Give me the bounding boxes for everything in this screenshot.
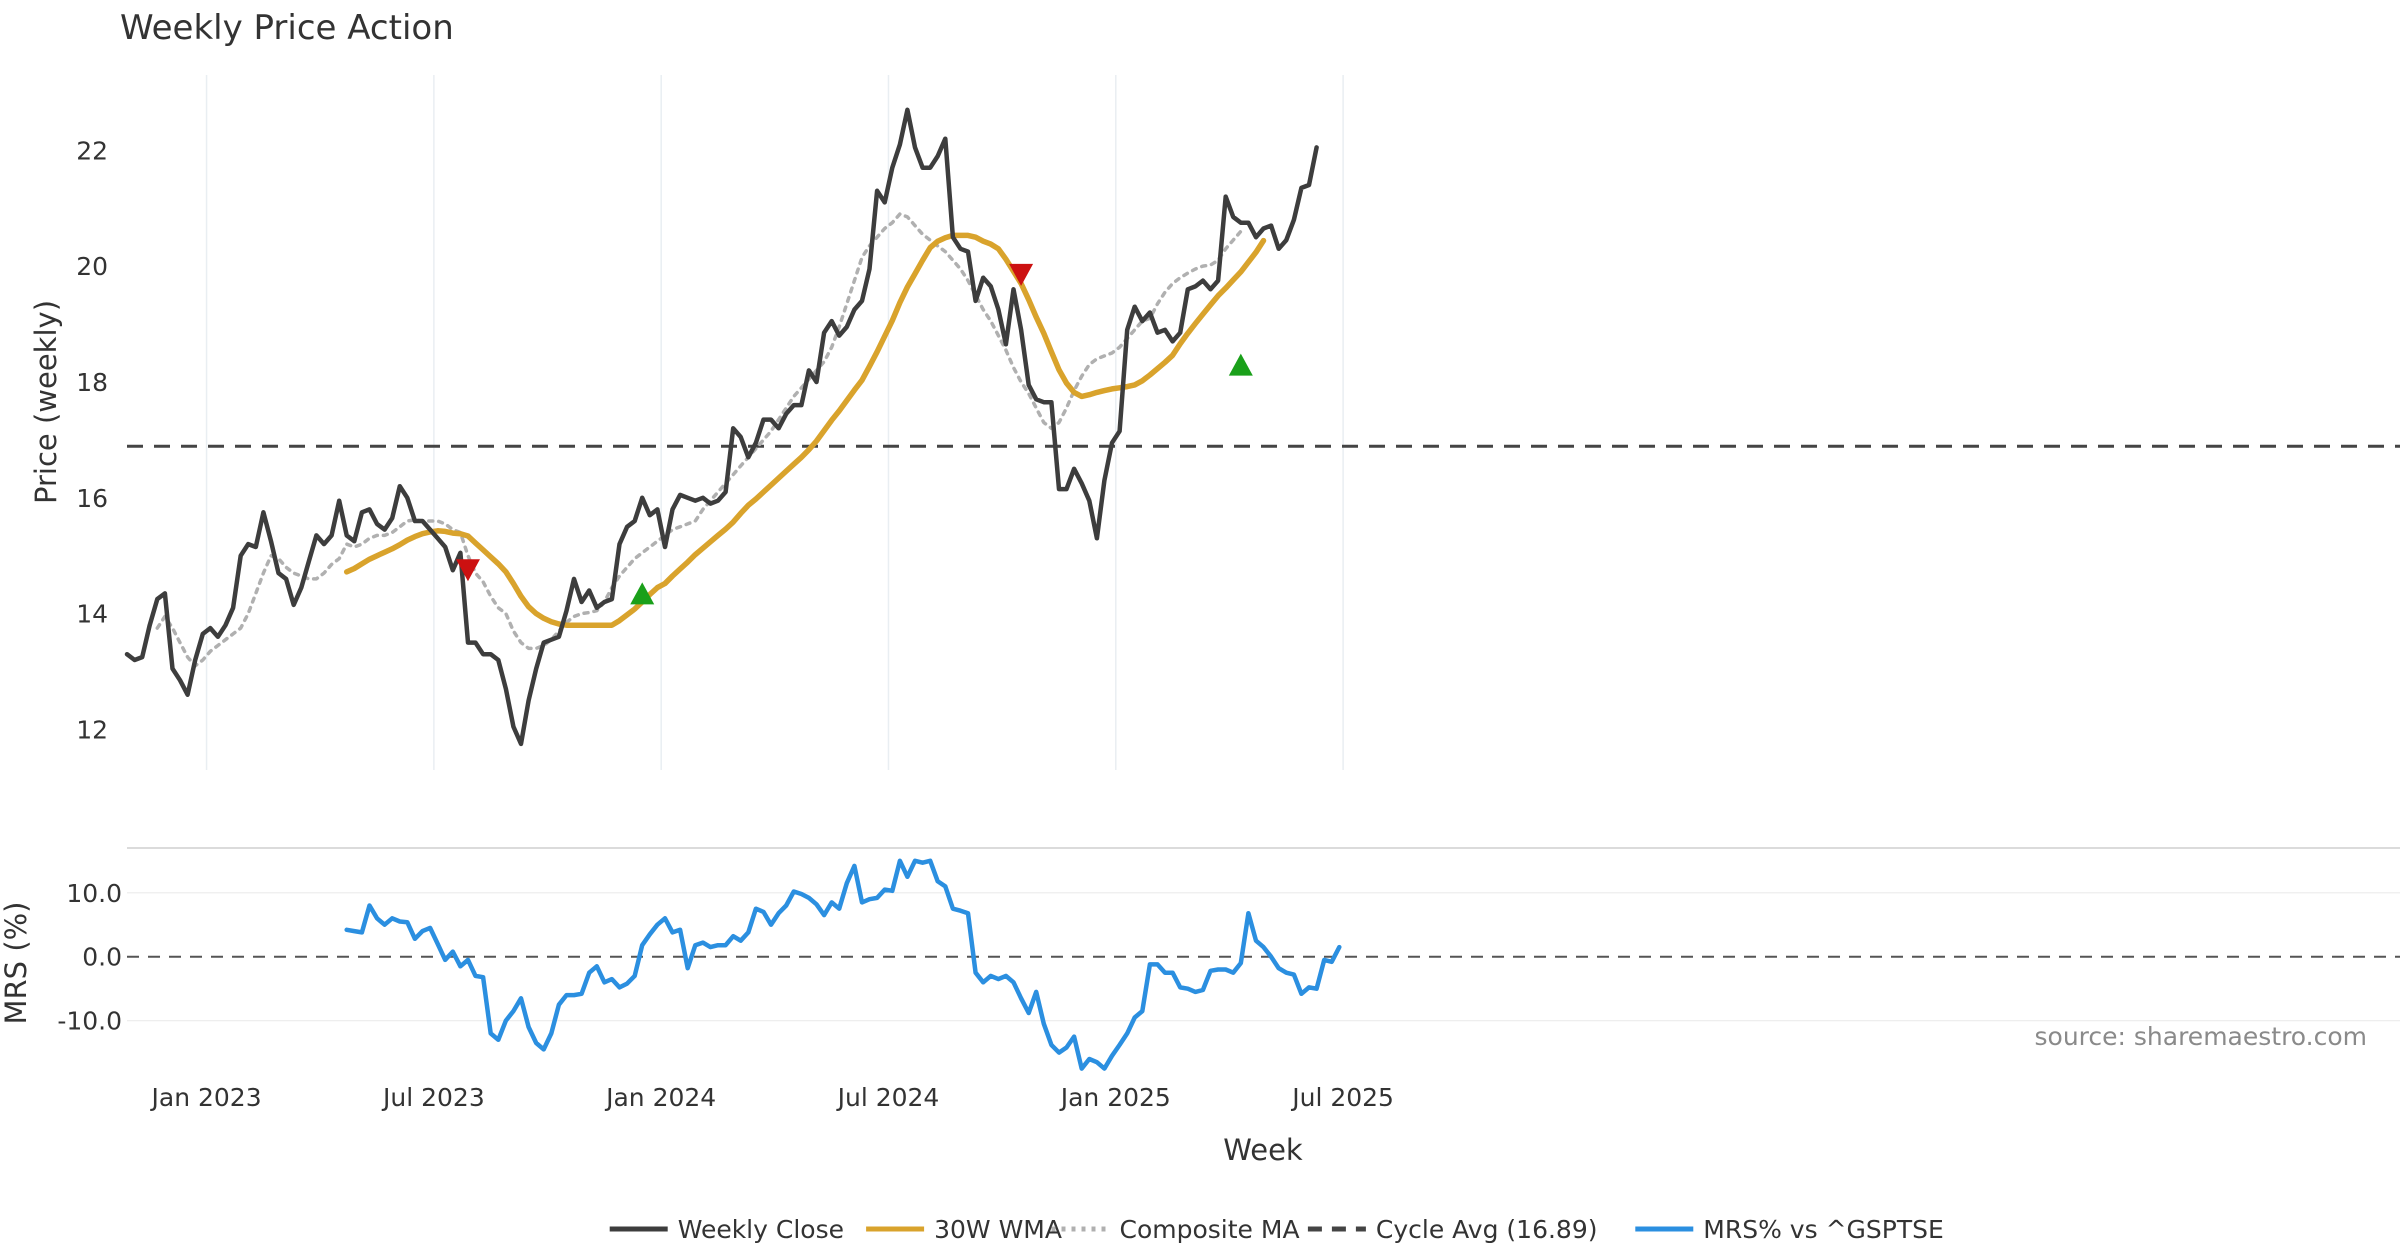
legend: Weekly Close 30W WMA Composite MA Cycle Avg…	[609, 1215, 1944, 1244]
legend-label-30w-wma: 30W WMA	[934, 1215, 1062, 1244]
x-tick-jul-2025: Jul 2025	[1290, 1083, 1394, 1112]
series-composite-ma	[155, 212, 1243, 668]
source-label: source: sharemaestro.com	[2035, 1022, 2368, 1051]
legend-label-composite-ma: Composite MA	[1120, 1215, 1300, 1244]
chart-title: Weekly Price Action	[120, 8, 454, 48]
mrs-panel: 10.0 0.0 -10.0	[57, 847, 2400, 1071]
buy-signal-marker-3	[1228, 353, 1253, 376]
x-tick-jan-2024: Jan 2024	[604, 1083, 716, 1112]
x-tick-jul-2024: Jul 2024	[836, 1083, 940, 1112]
price-y-tick-22: 22	[76, 136, 108, 165]
signal-markers-group	[455, 263, 1253, 605]
mrs-y-tick-10-0: -10.0	[57, 1007, 122, 1036]
price-y-ticks: 12 14 16 18 20 22	[76, 136, 108, 744]
series-mrs-vs-gsptse	[344, 858, 1342, 1071]
mrs-y-axis-label: MRS (%)	[0, 902, 33, 1025]
price-y-axis-label: Price (weekly)	[29, 300, 63, 504]
legend-label-cycle-avg-16-89: Cycle Avg (16.89)	[1376, 1215, 1598, 1244]
series-30w-wma	[343, 232, 1267, 628]
price-y-tick-12: 12	[76, 715, 108, 744]
series-weekly-close	[124, 107, 1319, 747]
mrs-gridlines	[127, 847, 2400, 1022]
price-y-tick-20: 20	[76, 252, 108, 281]
x-tick-jul-2023: Jul 2023	[381, 1083, 485, 1112]
x-axis-label: Week	[1223, 1133, 1303, 1167]
mrs-y-tick-10-0: 10.0	[66, 879, 122, 908]
x-axis-ticks: Jan 2023 Jul 2023 Jan 2024 Jul 2024 Jan 2025…	[150, 1083, 1394, 1112]
x-tick-jan-2023: Jan 2023	[150, 1083, 262, 1112]
legend-label-weekly-close: Weekly Close	[678, 1215, 844, 1244]
price-panel: 12 14 16 18 20 22	[76, 75, 2400, 770]
mrs-y-tick-0-0: 0.0	[82, 943, 122, 972]
price-series-group	[124, 107, 1319, 747]
mrs-y-ticks: 10.0 0.0 -10.0	[57, 879, 122, 1036]
x-tick-jan-2025: Jan 2025	[1059, 1083, 1171, 1112]
price-y-tick-18: 18	[76, 368, 108, 397]
price-y-tick-16: 16	[76, 484, 108, 513]
sell-signal-marker-2	[1009, 263, 1034, 286]
buy-signal-marker-1	[630, 582, 655, 605]
sell-signal-marker-0	[455, 559, 480, 582]
price-y-tick-14: 14	[76, 600, 108, 629]
mrs-series-group	[344, 858, 1342, 1071]
legend-label-mrs-vs-gsptse: MRS% vs ^GSPTSE	[1703, 1215, 1943, 1244]
